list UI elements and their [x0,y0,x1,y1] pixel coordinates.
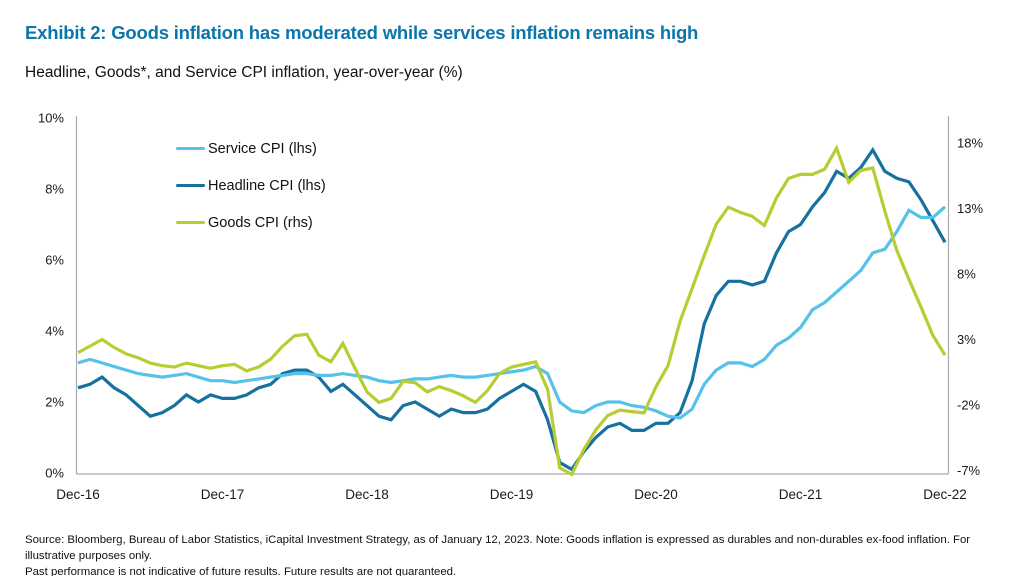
x-axis-tick: Dec-18 [345,487,389,502]
legend-label-service: Service CPI (lhs) [208,140,317,157]
headline-cpi-line [77,146,947,472]
left-axis-tick: 8% [45,182,64,197]
left-axis-tick: 4% [45,324,64,339]
legend-item-goods: Goods CPI (rhs) [176,204,326,241]
legend-label-headline: Headline CPI (lhs) [208,177,326,194]
x-axis-tick: Dec-19 [490,487,534,502]
left-axis-tick: 6% [45,253,64,268]
legend-label-goods: Goods CPI (rhs) [208,214,313,231]
left-axis-tick: 0% [45,466,64,481]
right-axis-tick: 18% [957,136,983,151]
x-axis-tick: Dec-17 [201,487,245,502]
right-axis-tick: -2% [957,398,981,413]
x-axis-tick: Dec-16 [56,487,100,502]
goods-line-swatch [176,220,205,225]
right-axis-tick: 8% [957,267,976,282]
x-axis-tick: Dec-20 [634,487,678,502]
chart-axes [75,116,950,475]
legend-item-service: Service CPI (lhs) [176,130,326,167]
source-note-line1: Source: Bloomberg, Bureau of Labor Stati… [25,534,971,562]
exhibit-title: Exhibit 2: Goods inflation has moderated… [25,22,699,43]
goods-cpi-line [77,144,947,477]
source-note-line2: Past performance is not indicative of fu… [25,566,457,576]
chart-legend: Service CPI (lhs) Headline CPI (lhs) Goo… [176,130,326,241]
left-axis-tick: 10% [38,111,64,126]
x-axis-tick: Dec-21 [779,487,823,502]
source-note: Source: Bloomberg, Bureau of Labor Stati… [25,532,1015,576]
service-line-swatch [176,146,205,151]
left-axis-tick: 2% [45,395,64,410]
series-lines [77,144,947,477]
chart-subtitle: Headline, Goods*, and Service CPI inflat… [25,64,463,81]
x-axis-tick: Dec-22 [923,487,967,502]
service-cpi-line [77,205,947,420]
legend-item-headline: Headline CPI (lhs) [176,167,326,204]
headline-line-swatch [176,183,205,188]
right-axis-tick: -7% [957,463,981,478]
right-axis-tick: 13% [957,201,983,216]
axis-tick-labels: 10% 8% 6% 4% 2% 0% 18% 13% 8% 3% -2% -7% Dec-16 Dec-1… [38,111,983,503]
right-axis-tick: 3% [957,332,976,347]
